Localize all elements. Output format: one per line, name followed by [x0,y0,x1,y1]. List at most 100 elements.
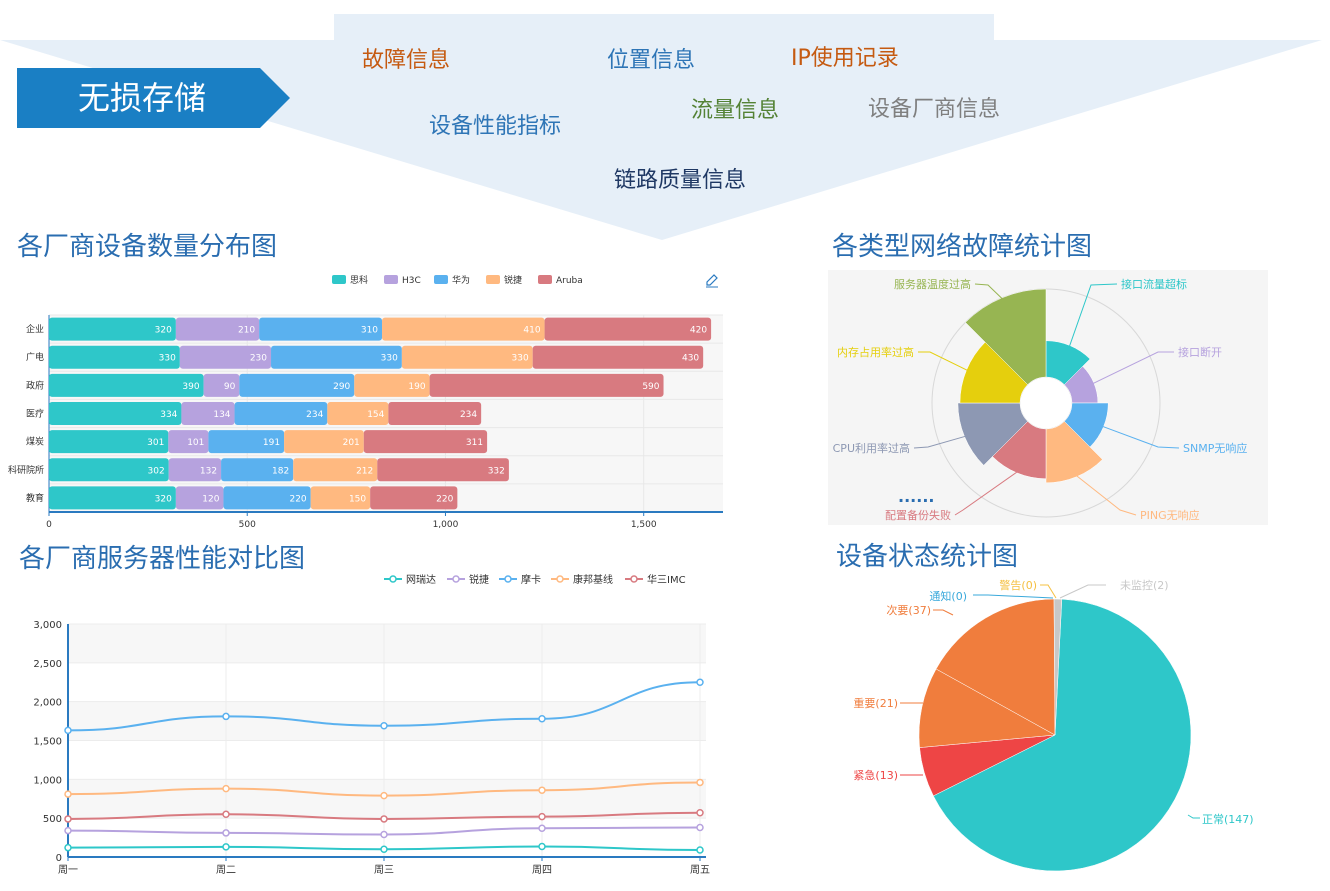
storage-banner [0,14,1322,240]
bar-segment [401,345,533,369]
plot-band [68,779,706,819]
series-point [380,791,388,800]
y-tick-label: 1,000 [33,775,62,786]
tag-ip-usage: IP使用记录 [791,46,899,71]
bar-segment [532,345,704,369]
bar-segment [175,486,224,510]
pie-label: 紧急(13) [853,768,898,782]
bar-segment [49,402,182,425]
x-tick-label: 周五 [690,864,710,876]
tag-link-quality: 链路质量信息 [614,168,747,193]
rose-petal [1064,402,1109,448]
bar-data-label: 311 [466,438,483,448]
y-tick-label: 煤炭 [26,436,44,448]
rose-leader-line [1092,351,1174,384]
y-tick-label: 科研院所 [8,464,44,476]
bar-data-label: 290 [333,382,350,392]
bar-segment [293,458,378,482]
series-point [380,830,388,839]
bar-data-label: 120 [202,494,219,504]
rose-ellipsis: ...... [898,487,934,506]
rose-label: 内存占用率过高 [837,345,914,359]
bar-data-label: 150 [349,494,366,504]
bar-data-label: 212 [356,466,373,476]
bar-segment [377,458,509,482]
rose-inner-ring [1019,376,1073,430]
pie-leader-line [973,594,1054,599]
storage-label: 无损存储 [77,79,206,117]
pie-leader-line [1187,814,1200,819]
bar-segment [544,317,712,341]
vendor-chart-title: 各厂商设备数量分布图 [17,232,278,262]
plot-band [68,624,706,663]
series-point [64,826,72,835]
bar-data-label: 332 [488,466,505,476]
bar-segment [49,458,169,482]
edit-icon-body [706,274,718,286]
bar-data-label: 334 [160,410,177,420]
rose-petal [992,421,1047,479]
bar-segment [49,373,204,397]
bar-data-label: 310 [361,326,378,336]
bar-segment [49,345,180,369]
bar-segment [271,345,402,369]
bar-data-label: 420 [690,326,707,336]
bar-segment [168,458,222,482]
bar-data-label: 220 [436,494,453,504]
legend-label: H3C [402,276,421,286]
pie-slice [935,598,1056,736]
pie-label: 重要(21) [853,696,898,710]
pie-label: 未监控(2) [1120,578,1169,592]
y-tick-label: 0 [56,853,62,864]
bar-data-label: 182 [272,466,289,476]
series-point [64,790,72,798]
status-pie-chart: 正常(147) 紧急(13) 重要(21) 次要(37)通知(0) 警告(0) 未监控(2… [853,578,1254,872]
rose-label: CPU利用率过高 [833,441,910,455]
edit-icon [706,274,718,288]
bar-data-label: 220 [289,494,306,504]
tag-traffic-info: 流量信息 [691,98,780,123]
bar-data-label: 234 [306,410,323,420]
series-point [538,786,546,794]
x-tick-label: 周三 [374,864,394,876]
bar-data-label: 330 [512,354,529,364]
series-point [222,829,230,837]
bar-segment [310,486,371,510]
rose-leader-line [1068,283,1118,347]
x-tick-label: 500 [239,520,256,530]
rose-leader-line [918,351,969,372]
legend-marker [556,575,564,583]
rose-leader-line [1075,474,1137,516]
bar-segment [203,373,240,397]
legend-label: 网瑞达 [406,574,436,586]
rose-petal [957,402,1028,466]
y-tick-label: 广电 [26,351,44,363]
series-point [64,843,72,852]
bar-data-label: 210 [238,326,255,336]
bar-segment [175,317,260,341]
x-tick-label: 1,500 [631,520,657,530]
plot-band [68,701,706,741]
series-point [380,815,388,823]
x-tick-label: 1,000 [433,520,459,530]
bar-segment [234,402,328,425]
legend-label: 华为 [452,274,470,286]
bar-data-label: 320 [155,494,172,504]
y-tick-label: 企业 [26,323,44,335]
y-tick-label: 500 [43,814,62,825]
bar-data-label: 90 [224,382,236,392]
rose-label: SNMP无响应 [1183,441,1247,455]
legend-swatch [434,275,448,284]
bar-segment [429,373,664,397]
bar-data-label: 301 [147,438,164,448]
legend-swatch [332,275,346,284]
series-point [380,845,388,853]
legend-label: 康邦基线 [573,573,613,586]
legend-swatch [486,275,500,284]
bar-segment [208,430,285,454]
rose-label: 服务器温度过高 [894,277,971,291]
legend-swatch [384,275,398,284]
y-tick-label: 3,000 [33,620,62,631]
series-point [696,823,704,832]
